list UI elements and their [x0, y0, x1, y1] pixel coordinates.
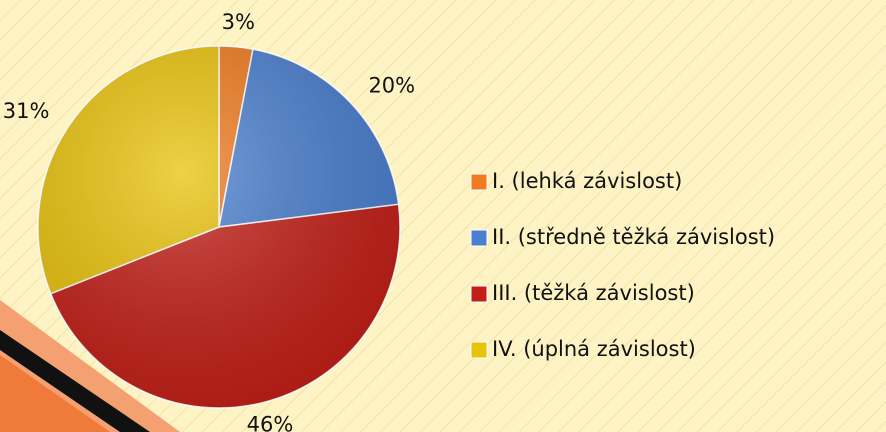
legend-swatch — [471, 230, 487, 246]
data-label: 20% — [368, 74, 415, 98]
pie — [38, 46, 400, 408]
legend-label: II. (středně těžká závislost) — [492, 225, 775, 249]
data-label: 31% — [3, 99, 50, 123]
legend-label: I. (lehká závislost) — [492, 169, 682, 193]
legend-label: III. (těžká závislost) — [492, 281, 695, 305]
legend-swatch — [471, 174, 487, 190]
data-label: 46% — [247, 413, 294, 432]
legend-swatch — [471, 342, 487, 358]
data-label: 3% — [222, 10, 255, 34]
legend-label: IV. (úplná závislost) — [492, 337, 696, 361]
chart: I. (lehká závislost) II. (středně těžká z… — [0, 0, 886, 432]
legend-swatch — [471, 286, 487, 302]
